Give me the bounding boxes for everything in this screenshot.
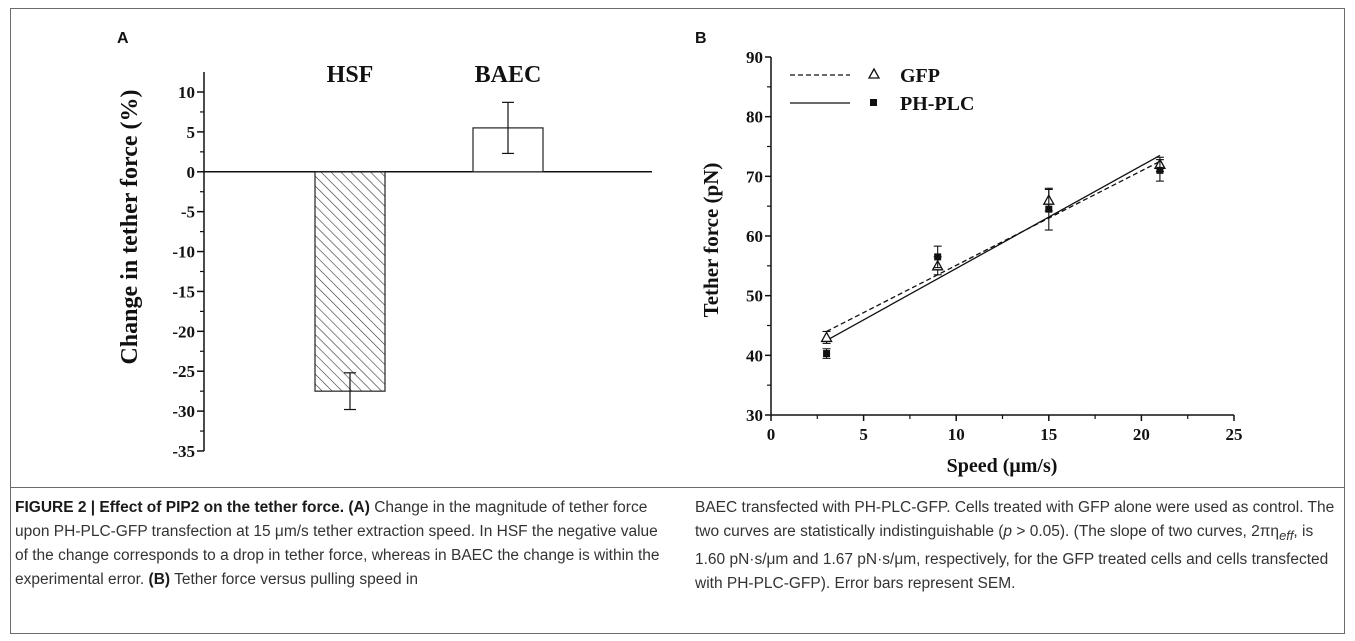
caption-label-a: (A) (348, 499, 370, 516)
x-tick-label-b: 25 (1226, 425, 1243, 444)
y-tick-label-a: ‑30 (172, 402, 195, 421)
y-tick-label-a: ‑10 (172, 243, 195, 262)
axes-b: 30 40 50 60 70 80 90 0 5 10 15 20 25 (746, 48, 1243, 444)
y-tick-label-b: 50 (746, 287, 763, 306)
ylabel-a: Change in tether force (%) (117, 89, 143, 364)
ylabel-b: Tether force (pN) (699, 163, 723, 318)
caption-title: FIGURE 2 | Effect of PIP2 on the tether … (15, 499, 345, 516)
y-tick-label-b: 80 (746, 108, 763, 127)
y-tick-label-a: ‑25 (172, 362, 195, 381)
y-tick-label-b: 90 (746, 48, 763, 67)
fit-lines-b (826, 154, 1161, 341)
caption-label-b: (B) (148, 571, 171, 588)
caption-left: FIGURE 2 | Effect of PIP2 on the tether … (15, 496, 660, 592)
caption-right-text-2: > 0.05). (The slope of two curves, 2πη (1012, 523, 1280, 540)
caption-text-a: Change in the magnitude of tether force … (15, 499, 660, 588)
xlabel-b: Speed (μm/s) (947, 455, 1058, 477)
x-tick-label-b: 0 (767, 425, 776, 444)
legend-label-gfp: GFP (900, 65, 940, 87)
figure-frame (10, 8, 1345, 634)
y-tick-label-b: 40 (746, 346, 763, 365)
y-tick-label-b: 30 (746, 406, 763, 425)
legend-marker-gfp (867, 67, 881, 79)
y-tick-label-a: 5 (187, 123, 196, 142)
category-label-baec: BAEC (475, 62, 542, 88)
caption-separator (10, 487, 1345, 488)
category-labels-a: HSF BAEC (327, 62, 542, 88)
point-gfp (820, 331, 833, 343)
x-tick-label-b: 20 (1133, 425, 1150, 444)
y-tick-label-a: ‑5 (181, 203, 195, 222)
legend-b: GFP PH-PLC (790, 65, 974, 115)
y-tick-label-a: ‑35 (172, 442, 195, 461)
y-tick-label-b: 60 (746, 227, 763, 246)
chart-a: A Change in tether force (%) 10 5 0 ‑5 ‑10 ‑1… (117, 30, 652, 461)
legend-marker-ph-plc (870, 99, 877, 106)
point-ph-plc (1045, 205, 1053, 213)
bar-hsf (314, 171, 386, 392)
chart-b: B Tether force (pN) Speed (μm/s) 3040506… (695, 30, 1243, 477)
x-tick-label-b: 10 (948, 425, 965, 444)
panel-label-b: B (695, 30, 707, 47)
legend-label-ph-plc: PH-PLC (900, 93, 974, 115)
caption-p-symbol: p (1003, 523, 1013, 540)
caption-eff-subscript: eff (1279, 528, 1294, 544)
point-ph-plc (934, 253, 942, 261)
category-label-hsf: HSF (327, 62, 374, 88)
y-tick-label-a: 0 (187, 163, 196, 182)
points-b (820, 156, 1167, 359)
y-axis-a: 10 5 0 ‑5 ‑10 ‑15 ‑20 ‑25 ‑30 ‑35 (172, 72, 652, 461)
fit-line-gfp (826, 160, 1161, 333)
y-tick-label-a: ‑20 (172, 322, 195, 341)
y-tick-label-a: ‑15 (172, 282, 195, 301)
caption-right-text-3: , is 1.60 pN·s/μm and 1.67 pN·s/μm, resp… (695, 523, 1329, 593)
point-ph-plc (1156, 166, 1164, 174)
caption-right-text-1: BAEC transfected with PH-PLC-GFP. Cells … (695, 499, 1335, 540)
panel-label-a: A (117, 30, 129, 47)
caption-right: BAEC transfected with PH-PLC-GFP. Cells … (695, 496, 1345, 596)
bars-a (314, 101, 544, 411)
fit-line-ph-plc (826, 154, 1161, 341)
caption-text-b: Tether force versus pulling speed in (174, 571, 418, 588)
x-tick-label-b: 5 (859, 425, 868, 444)
point-ph-plc (823, 350, 831, 358)
x-tick-label-b: 15 (1040, 425, 1057, 444)
y-tick-label-b: 70 (746, 167, 763, 186)
y-tick-label-a: 10 (178, 83, 195, 102)
